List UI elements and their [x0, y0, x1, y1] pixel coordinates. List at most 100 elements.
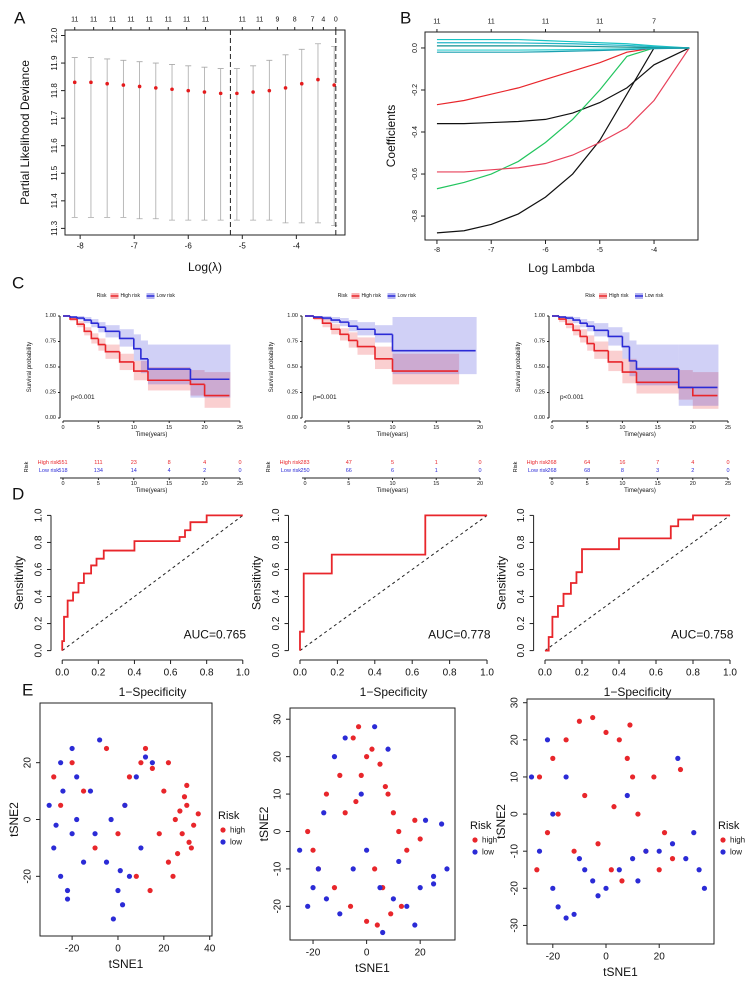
point	[651, 774, 657, 780]
y-tick-label: 0.25	[45, 390, 56, 396]
x-axis-label: 1−Specificity	[360, 685, 428, 699]
x-tick-label: -20	[306, 948, 321, 959]
legend-label: Low risk	[157, 293, 176, 299]
survival-step	[69, 316, 78, 318]
point	[188, 845, 194, 851]
error-bar	[250, 65, 257, 221]
confidence-band	[190, 370, 205, 396]
y-tick-label: 1.0	[34, 508, 45, 522]
x-tick-label: 20	[690, 425, 696, 431]
point	[619, 878, 625, 884]
point	[92, 831, 98, 837]
point	[603, 885, 609, 891]
risk-table-title: Risk	[266, 461, 272, 472]
x-tick-label: 15	[655, 425, 661, 431]
point	[444, 866, 450, 872]
point	[576, 856, 583, 862]
y-tick-label: 0.75	[45, 339, 56, 345]
point	[550, 811, 556, 817]
survival-step	[579, 320, 588, 324]
x-axis-label: tSNE1	[109, 957, 144, 971]
point	[550, 885, 556, 891]
y-tick-label: 0.8	[34, 535, 45, 549]
survival-step	[90, 331, 99, 340]
point	[137, 84, 142, 89]
top-tick-label: 11	[165, 17, 172, 24]
survival-step	[330, 323, 340, 331]
y-tick-label: 0	[510, 811, 521, 817]
point	[179, 831, 185, 837]
p-value: p<0.001	[560, 394, 584, 401]
series-line	[436, 42, 690, 49]
x-axis-label: 1−Specificity	[119, 685, 187, 699]
point	[69, 760, 75, 766]
survival-step	[374, 346, 393, 360]
point	[170, 873, 176, 879]
top-tick-label: 11	[256, 17, 263, 24]
point	[186, 88, 191, 93]
point	[119, 902, 126, 908]
y-tick-label: 0.50	[287, 364, 298, 370]
y-tick-label: 0.00	[287, 415, 298, 421]
confidence-band	[692, 372, 718, 409]
y-tick-label: 0.75	[534, 339, 545, 345]
y-axis-label: Survival probability	[27, 342, 33, 392]
legend-label: Low risk	[398, 293, 417, 299]
y-tick-label: 0.50	[45, 364, 56, 370]
risk-count: 268	[547, 468, 556, 474]
y-tick-label: 10	[510, 771, 521, 783]
risk-count: 23	[131, 460, 137, 466]
point	[115, 887, 121, 894]
risk-row-label: Low risk	[528, 468, 548, 474]
risk-count: 4	[203, 460, 206, 466]
top-tick-label: 11	[183, 17, 190, 24]
x-tick-label: 20	[202, 425, 208, 431]
survival-step	[133, 361, 148, 372]
point	[582, 792, 588, 799]
y-tick-label: 11.6	[50, 138, 59, 154]
point	[80, 788, 87, 794]
point	[161, 788, 167, 794]
point	[595, 893, 601, 899]
point	[364, 847, 370, 853]
point	[142, 754, 149, 760]
y-tick-label: 0.00	[45, 415, 56, 421]
risk-count: 2	[691, 468, 694, 474]
risk-count: 8	[168, 460, 171, 466]
y-tick-label: 1.00	[534, 313, 545, 319]
survival-step	[586, 336, 595, 345]
y-tick-label: 0.2	[34, 616, 45, 630]
risk-count: 134	[94, 468, 103, 474]
series-line	[436, 47, 690, 106]
y-tick-label: 0.00	[534, 415, 545, 421]
point	[603, 729, 609, 736]
point	[380, 929, 386, 936]
plot-frame	[39, 702, 213, 937]
risk-table-x-label: Time(years)	[377, 488, 409, 494]
point	[115, 831, 121, 837]
error-bar	[233, 68, 240, 221]
point	[396, 858, 402, 865]
survival-step	[339, 320, 349, 323]
risk-table-tick-label: 5	[97, 481, 100, 487]
point	[323, 896, 330, 902]
diagonal	[299, 515, 488, 651]
point	[64, 887, 71, 894]
point	[177, 808, 183, 814]
survival-step	[312, 316, 323, 318]
y-tick-label: 20	[23, 757, 34, 769]
point	[172, 816, 178, 823]
survival-step	[140, 348, 148, 360]
y-tick-label: -20	[273, 899, 284, 914]
risk-table-tick-label: 0	[61, 481, 64, 487]
risk-count: 518	[58, 468, 67, 474]
series-line	[436, 47, 690, 125]
risk-count: 2	[203, 468, 206, 474]
confidence-band	[622, 332, 630, 359]
point	[701, 885, 708, 891]
y-tick-label: 1.00	[45, 313, 56, 319]
x-tick-label: -5	[597, 247, 603, 254]
y-tick-label: 11.3	[50, 220, 59, 236]
risk-count: 0	[726, 460, 729, 466]
